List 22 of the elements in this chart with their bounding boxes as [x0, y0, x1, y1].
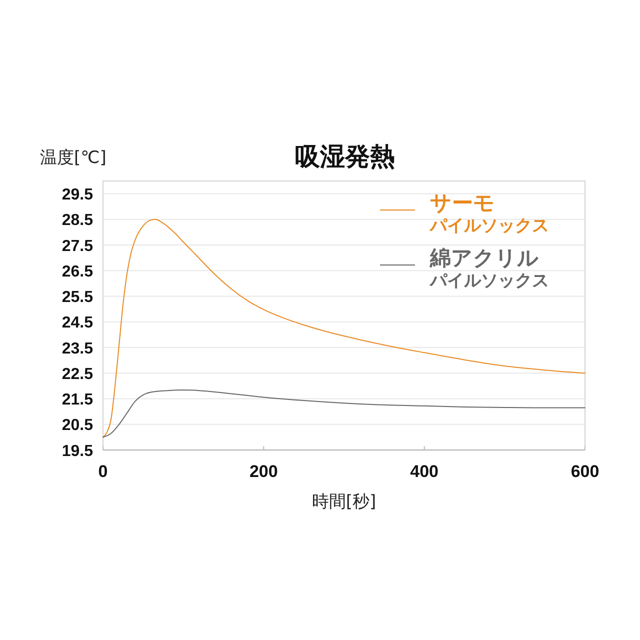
line-series: [102, 218, 586, 438]
y-tick-label: 26.5: [62, 263, 94, 280]
y-tick-label: 22.5: [62, 366, 94, 383]
y-tick-label: 23.5: [62, 340, 94, 358]
line-series: [102, 390, 586, 438]
y-tick-label: 20.5: [62, 417, 94, 434]
y-tick-label: 27.5: [62, 238, 94, 255]
y-tick-label: 29.5: [62, 186, 94, 204]
x-tick-label: 400: [410, 462, 439, 481]
chart-title: 吸湿発熱: [295, 142, 395, 171]
y-tick-label: 28.5: [62, 212, 94, 230]
y-tick-label: 24.5: [62, 314, 94, 332]
x-tick-label: 0: [98, 462, 108, 481]
y-tick-label: 21.5: [62, 392, 94, 409]
legend-label: 綿アクリルパイルソックス: [429, 246, 549, 291]
x-tick-label: 200: [249, 462, 278, 481]
y-tick-label: 19.5: [62, 442, 94, 460]
x-tick-label: 600: [570, 462, 600, 481]
x-axis-title: 時間[秒]: [312, 492, 376, 512]
legend-label: サーモパイルソックス: [429, 191, 549, 236]
y-axis-title: 温度[℃]: [40, 148, 106, 168]
y-tick-label: 25.5: [62, 289, 94, 306]
